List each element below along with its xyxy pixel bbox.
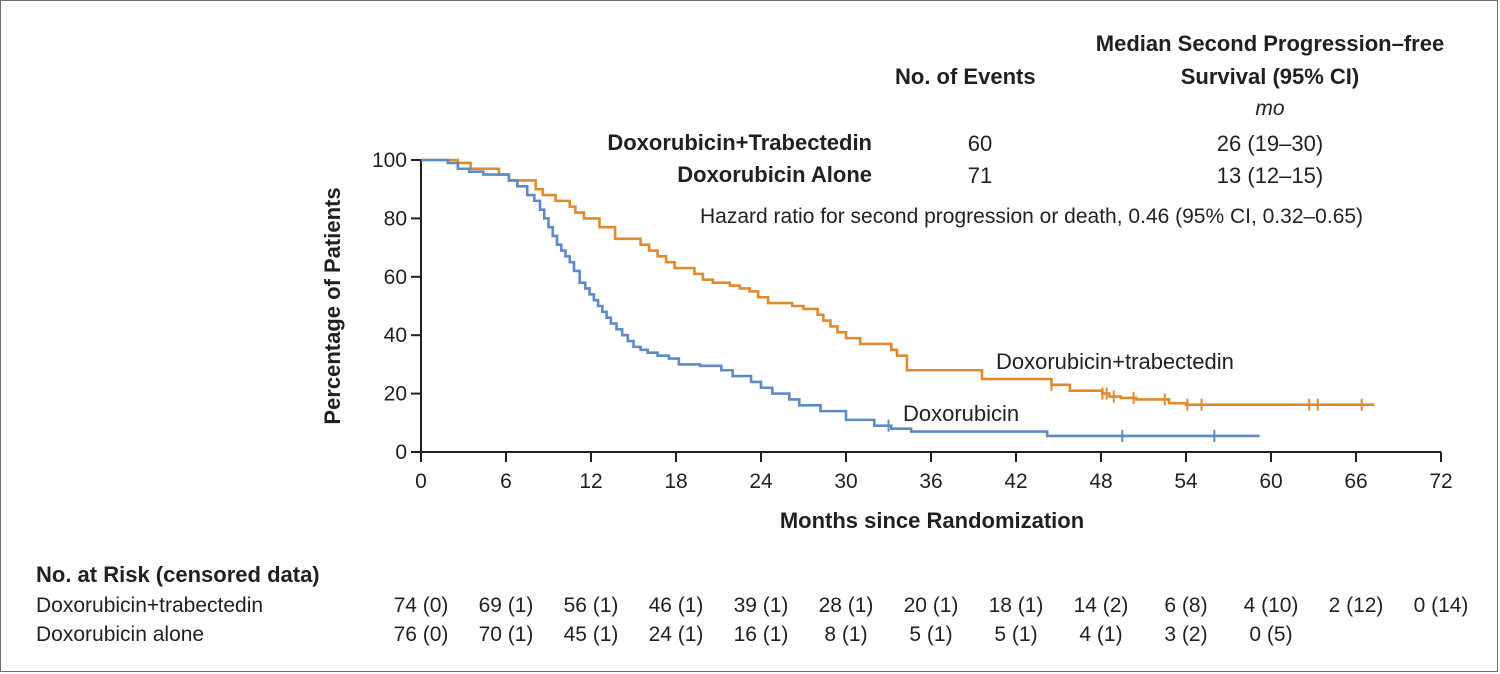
risk-cell-alone: 16 (1) [733,623,789,646]
x-tick-label: 12 [579,470,602,493]
risk-cell-combo: 6 (8) [1164,594,1208,617]
x-tick-label: 48 [1089,470,1112,493]
events-column-header: No. of Events [895,64,1036,89]
risk-cell-combo: 74 (0) [393,594,449,617]
risk-cell-combo: 20 (1) [903,594,959,617]
risk-cell-alone: 8 (1) [824,623,868,646]
risk-cell-combo: 46 (1) [648,594,704,617]
x-tick-label: 30 [834,470,857,493]
y-tick-label: 60 [384,266,407,289]
x-tick-label: 36 [919,470,942,493]
risk-row-label-alone: Doxorubicin alone [36,623,205,646]
x-tick-label: 42 [1004,470,1027,493]
y-axis-label: Percentage of Patients [320,187,345,425]
doxorubicin-survival-curve [421,158,1260,438]
risk-cell-combo: 18 (1) [988,594,1044,617]
risk-cell-combo: 0 (14) [1413,594,1469,617]
risk-cell-alone: 5 (1) [994,623,1038,646]
x-tick-label: 18 [664,470,687,493]
header-row-events-combo: 60 [967,131,993,156]
y-tick-label: 80 [384,207,407,230]
risk-cell-combo: 69 (1) [478,594,534,617]
x-tick-label: 66 [1344,470,1367,493]
combo-survival-curve [421,158,1375,406]
risk-cell-combo: 2 (12) [1328,594,1384,617]
x-tick-label: 60 [1259,470,1282,493]
risk-cell-alone: 70 (1) [478,623,534,646]
x-tick-label: 0 [415,470,427,493]
x-tick-label: 6 [500,470,512,493]
risk-cell-alone: 24 (1) [648,623,704,646]
km-plot: 0 6 12 18 24 30 36 42 48 54 60 66 72 0 20 40 60 80 100 [372,149,1453,493]
y-tick-label: 100 [372,149,407,172]
median-column-header-line2: Survival (95% CI) [1180,64,1360,89]
risk-row-label-combo: Doxorubicin+trabectedin [36,594,264,617]
risk-cell-alone: 5 (1) [909,623,953,646]
y-tick-label: 20 [384,383,407,406]
median-unit: mo [1255,97,1285,120]
hazard-ratio-text: Hazard ratio for second progression or d… [700,205,1364,228]
doxorubicin-curve-label: Doxorubicin [903,401,1020,426]
risk-cell-alone: 3 (2) [1164,623,1208,646]
risk-cell-combo: 56 (1) [563,594,619,617]
risk-table-title: No. at Risk (censored data) [36,562,320,587]
y-tick-label: 0 [395,441,407,464]
x-tick-label: 54 [1174,470,1198,493]
risk-cell-alone: 45 (1) [563,623,619,646]
risk-cell-combo: 14 (2) [1073,594,1129,617]
x-axis-label: Months since Randomization [779,508,1085,533]
risk-cell-alone: 76 (0) [393,623,449,646]
header-row-median-alone: 13 (12–15) [1216,163,1324,188]
header-row-events-alone: 71 [967,163,993,188]
header-row-median-combo: 26 (19–30) [1216,131,1324,156]
combo-curve-label: Doxorubicin+trabectedin [996,349,1234,374]
risk-cell-combo: 4 (10) [1243,594,1299,617]
risk-cell-alone: 0 (5) [1249,623,1293,646]
header-row-label-alone: Doxorubicin Alone [677,162,872,187]
risk-cell-alone: 4 (1) [1079,623,1123,646]
risk-cell-combo: 39 (1) [733,594,789,617]
x-tick-label: 24 [749,470,773,493]
x-tick-label: 72 [1429,470,1452,493]
risk-cell-combo: 28 (1) [818,594,874,617]
y-tick-label: 40 [384,324,407,347]
header-row-label-combo: Doxorubicin+Trabectedin [607,130,872,155]
median-column-header-line1: Median Second Progression–free [1095,31,1445,56]
